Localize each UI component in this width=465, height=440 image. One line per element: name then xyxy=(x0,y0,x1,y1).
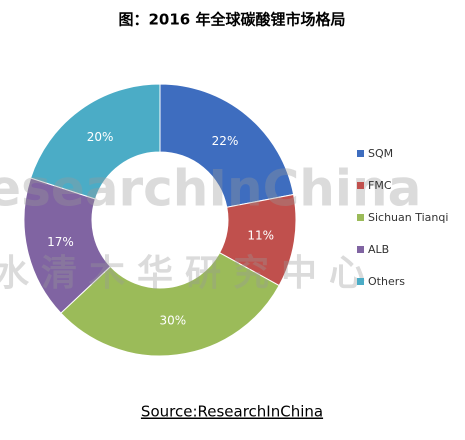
slice xyxy=(159,83,295,208)
data-label: 22% xyxy=(212,134,239,148)
source: Source:ResearchInChina xyxy=(141,403,323,421)
legend-swatch xyxy=(357,246,364,253)
legend-swatch xyxy=(357,150,364,157)
slice xyxy=(60,252,280,357)
watermark: ResearchInChina xyxy=(0,160,421,218)
data-label: 17% xyxy=(47,235,74,249)
legend-swatch xyxy=(357,278,364,285)
data-label: 30% xyxy=(159,314,186,328)
legend-label: FMC xyxy=(368,179,392,192)
data-label: 11% xyxy=(247,228,274,242)
legend-label: ALB xyxy=(368,243,389,256)
watermark: 水清木华研究中心 xyxy=(0,253,377,294)
chart-title: 图：2016 年全球碳酸锂市场格局 xyxy=(119,11,346,29)
legend-swatch xyxy=(357,214,364,221)
legend-label: Sichuan Tianqi xyxy=(368,211,448,224)
legend-label: Others xyxy=(368,275,405,288)
data-label: 20% xyxy=(87,130,114,144)
legend-label: SQM xyxy=(368,147,393,160)
legend-swatch xyxy=(357,182,364,189)
slice xyxy=(30,83,161,200)
